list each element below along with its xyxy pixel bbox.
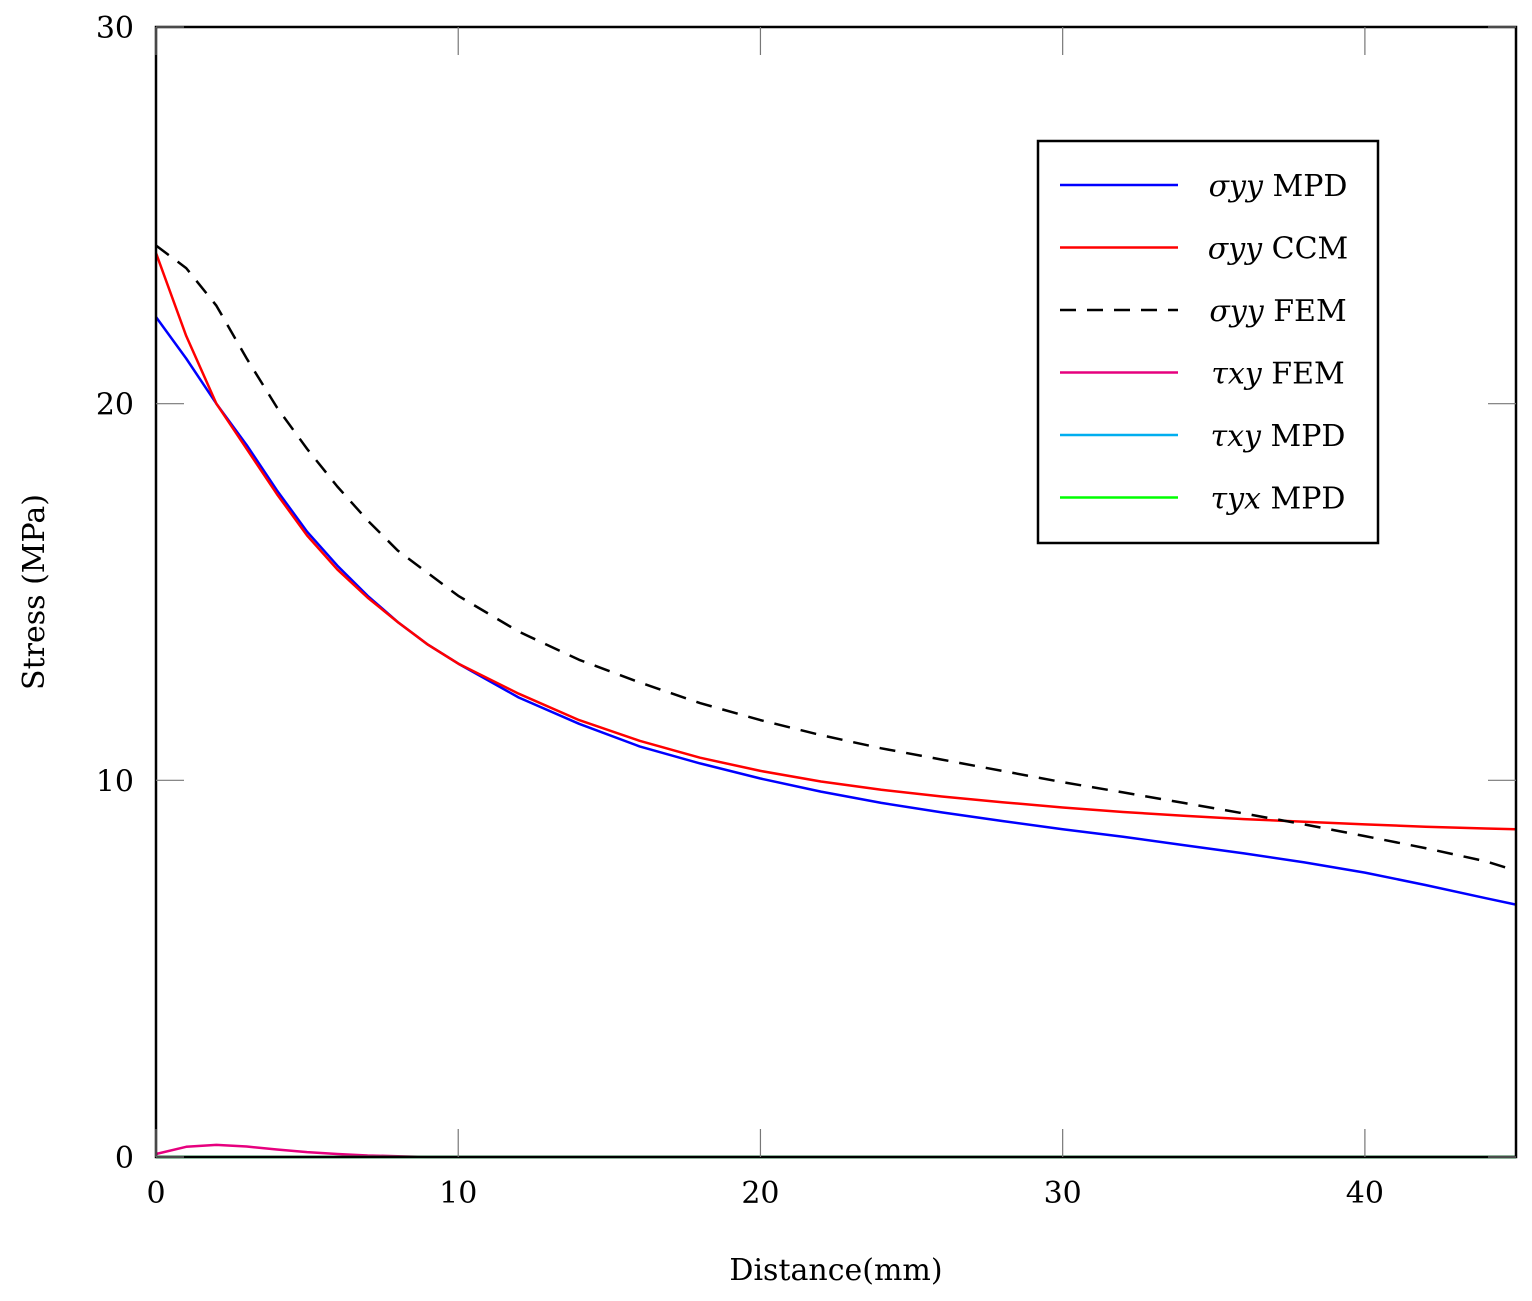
series-line-2 <box>155 244 1517 872</box>
series-line-3 <box>155 1143 1516 1159</box>
tick-layer: 0 10 20 30 40 0 10 20 30 <box>96 11 1516 1211</box>
x-tick-label: 20 <box>741 1176 779 1211</box>
legend-symbol: σyy <box>1209 294 1264 329</box>
x-tick-label: 40 <box>1346 1176 1384 1211</box>
legend-method: FEM <box>1262 357 1345 392</box>
x-tick-label: 30 <box>1044 1176 1082 1211</box>
legend-label-2: σyy FEM <box>1209 294 1346 329</box>
x-tick-label: 10 <box>439 1176 477 1211</box>
legend-label-1: σyy CCM <box>1208 232 1349 267</box>
plot-frame <box>154 25 1518 1159</box>
series-line-1 <box>154 252 1517 831</box>
legend-box <box>1036 139 1380 545</box>
legend-symbol: τyx <box>1211 482 1262 517</box>
legend-symbol: σyy <box>1209 169 1264 204</box>
legend-method: FEM <box>1264 294 1347 329</box>
y-axis-title: Stress (MPa) <box>17 494 52 690</box>
y-tick-label: 20 <box>96 388 134 423</box>
y-tick-label: 10 <box>96 764 134 799</box>
legend-symbol: τxy <box>1211 357 1263 392</box>
legend-symbol: σyy <box>1208 232 1263 267</box>
y-tick-label: 0 <box>115 1141 134 1176</box>
x-tick-label: 0 <box>146 1176 165 1211</box>
legend-method: MPD <box>1263 169 1348 204</box>
legend-method: MPD <box>1261 482 1346 517</box>
legend-method: MPD <box>1261 419 1346 454</box>
x-axis-title: Distance(mm) <box>729 1253 942 1288</box>
legend-method: CCM <box>1262 232 1348 267</box>
legend-label-4: τxy MPD <box>1211 419 1346 454</box>
legend-symbol: τxy <box>1211 419 1263 454</box>
series-line-0 <box>154 316 1517 906</box>
legend-label-3: τxy FEM <box>1211 357 1344 392</box>
y-tick-label: 30 <box>96 11 134 46</box>
legend-label-5: τyx MPD <box>1211 482 1346 517</box>
legend-label-0: σyy MPD <box>1209 169 1348 204</box>
